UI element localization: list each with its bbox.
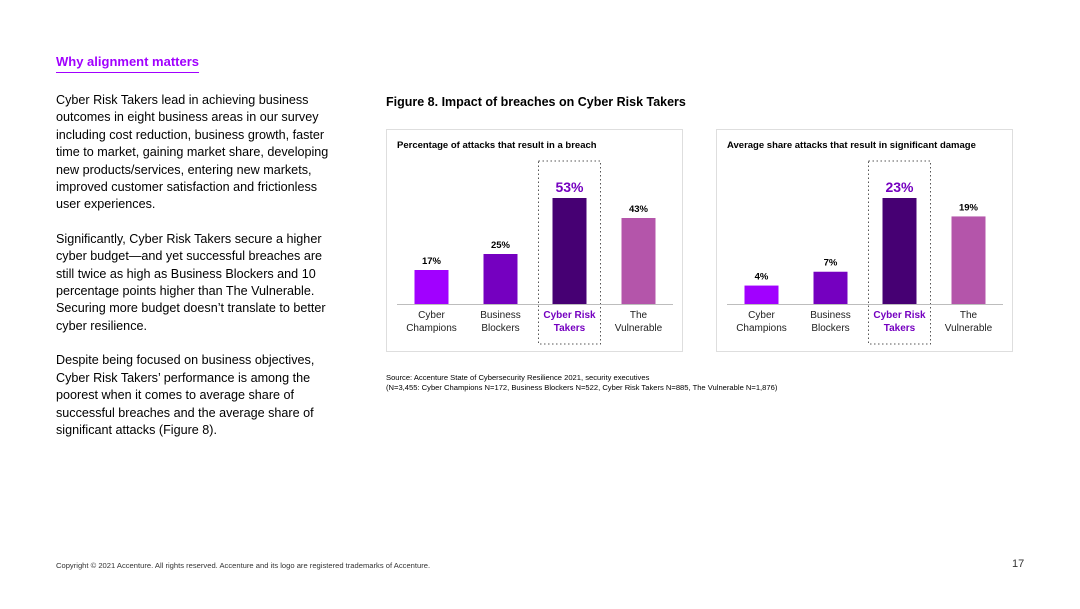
category-label: Champions <box>736 323 787 334</box>
bar <box>951 216 986 304</box>
category-label: Cyber <box>748 310 775 321</box>
bar <box>552 198 587 304</box>
bar <box>621 218 656 304</box>
bar <box>414 270 449 304</box>
category-label: Vulnerable <box>945 323 993 334</box>
paragraph-2: Significantly, Cyber Risk Takers secure … <box>56 231 326 333</box>
category-label: Cyber <box>418 310 445 321</box>
category-label: Blockers <box>481 323 519 334</box>
data-label: 19% <box>959 202 979 213</box>
category-label: The <box>630 310 648 321</box>
data-label: 53% <box>555 179 584 195</box>
data-label: 25% <box>491 240 511 251</box>
paragraph-1: Cyber Risk Takers lead in achieving busi… <box>56 93 329 212</box>
category-label: Champions <box>406 323 457 334</box>
bar <box>744 285 779 304</box>
data-label: 43% <box>629 204 649 215</box>
bar <box>813 271 848 304</box>
paragraph-3: Despite being focused on business object… <box>56 353 315 437</box>
chart-title: Average share attacks that result in sig… <box>727 140 976 151</box>
figure-title: Figure 8. Impact of breaches on Cyber Ri… <box>386 95 686 109</box>
breach-bar-chart: 17% Cyber Champions 25% Business Blockers 53% C… <box>397 160 673 345</box>
damage-bar-chart: 4% Cyber Champions 7% Business Blockers 23% Cyb… <box>727 160 1003 345</box>
copyright-footer: Copyright © 2021 Accenture. All rights r… <box>56 561 431 570</box>
chart-title: Percentage of attacks that result in a b… <box>397 140 597 151</box>
category-label: Blockers <box>811 323 849 334</box>
data-label: 7% <box>824 258 838 269</box>
category-label: Business <box>480 310 521 321</box>
data-label: 4% <box>755 272 769 283</box>
bar <box>483 254 518 304</box>
source-note: Source: Accenture State of Cybersecurity… <box>386 373 777 393</box>
category-label: Cyber Risk <box>873 310 926 321</box>
highlight-frame <box>538 160 601 345</box>
category-label: Vulnerable <box>615 323 663 334</box>
sample-size-line: (N=3,455: Cyber Champions N=172, Busines… <box>386 383 778 392</box>
category-label: Cyber Risk <box>543 310 596 321</box>
bar <box>882 198 917 304</box>
source-line: Source: Accenture State of Cybersecurity… <box>386 373 650 382</box>
category-label: Business <box>810 310 851 321</box>
page-number: 17 <box>1012 558 1025 570</box>
damage-chart-panel: Average share attacks that result in sig… <box>716 129 1013 352</box>
body-text: Cyber Risk Takers lead in achieving busi… <box>56 92 341 456</box>
highlight-frame <box>868 160 931 345</box>
category-label: Takers <box>884 323 916 334</box>
category-label: Takers <box>554 323 586 334</box>
data-label: 17% <box>422 256 442 267</box>
category-label: The <box>960 310 978 321</box>
data-label: 23% <box>885 179 914 195</box>
section-heading: Why alignment matters <box>56 54 200 73</box>
breach-chart-panel: Percentage of attacks that result in a b… <box>386 129 683 352</box>
